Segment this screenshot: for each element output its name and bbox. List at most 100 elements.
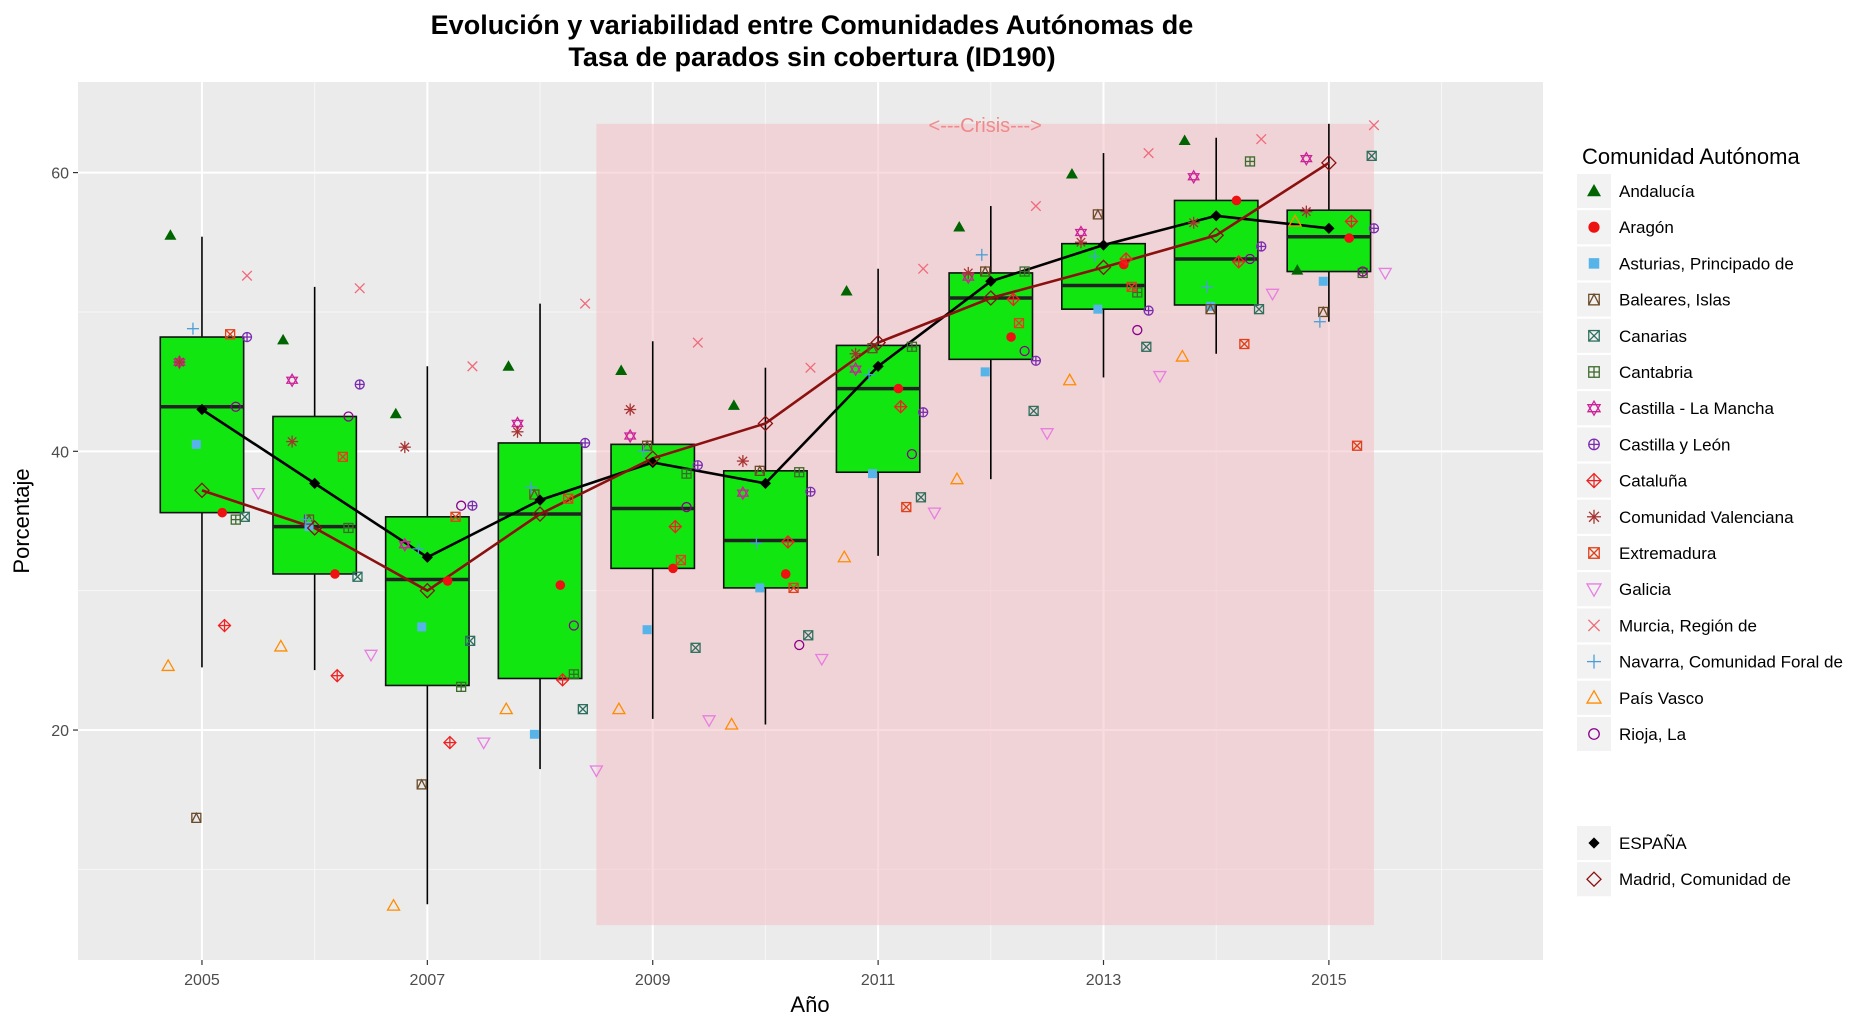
point-navarra-comunidad-foral-de: [1201, 280, 1214, 293]
point-espana: [647, 456, 659, 469]
point-galicia: [363, 649, 379, 663]
point-aragon: [1006, 332, 1016, 342]
point-cataluna: [217, 618, 232, 633]
point-madrid-comunidad-de: [1095, 259, 1112, 276]
legend-key-murcia-region-de: [1587, 619, 1601, 632]
legend-key-aragon: [1588, 221, 1600, 233]
legend-key-bg: [1577, 391, 1611, 426]
box-2015: [1286, 209, 1372, 273]
legend-label-aragon: Aragón: [1619, 218, 1674, 237]
point-galicia: [251, 487, 266, 501]
point-rioja-la: [1244, 253, 1256, 265]
point-canarias: [465, 635, 476, 647]
chart-subtitle: Tasa de parados sin cobertura (ID190): [568, 42, 1055, 72]
point-murcia-region-de: [467, 361, 478, 372]
point-castilla-la-mancha: [1299, 151, 1313, 166]
point-madrid-comunidad-de: [1320, 154, 1337, 171]
point-rioja-la: [1357, 266, 1368, 277]
point-rioja-la: [1019, 345, 1030, 357]
point-cantabria: [230, 514, 241, 525]
legend-key-baleares-islas: [1588, 292, 1600, 306]
legend-label-pais-vasco: País Vasco: [1619, 689, 1704, 708]
point-castilla-y-leon: [241, 331, 253, 343]
point-madrid-comunidad-de: [1208, 227, 1225, 244]
box-2012: [948, 272, 1034, 361]
point-baleares-islas: [1205, 303, 1216, 315]
point-murcia-region-de: [1368, 119, 1380, 131]
point-aragon: [1344, 233, 1354, 243]
point-cantabria: [681, 468, 692, 479]
point-extremadura: [224, 329, 236, 340]
point-madrid-comunidad-de: [982, 290, 999, 306]
legend-key-bg: [1577, 717, 1611, 751]
legend-key-cantabria: [1588, 366, 1600, 378]
point-madrid-comunidad-de: [870, 334, 887, 351]
point-comunidad-valenciana: [962, 266, 975, 279]
point-extremadura: [675, 554, 687, 566]
legend-label-murcia-region-de: Murcia, Región de: [1619, 616, 1757, 635]
point-pais-vasco: [1175, 349, 1190, 362]
point-cataluna: [893, 399, 908, 414]
legend-label-navarra-comunidad-foral-de: Navarra, Comunidad Foral de: [1619, 653, 1843, 672]
point-navarra-comunidad-foral-de: [412, 542, 425, 555]
legend-label-canarias: Canarias: [1619, 327, 1687, 346]
point-extremadura: [1126, 281, 1137, 293]
legend-label-rioja-la: Rioja, La: [1619, 725, 1687, 744]
line-points: [194, 154, 1337, 599]
point-espana: [1210, 210, 1222, 222]
point-espana: [421, 551, 433, 563]
point-andalucia: [1065, 167, 1078, 179]
point-asturias-principado-de: [1093, 304, 1103, 314]
point-murcia-region-de: [692, 337, 704, 348]
x-tick-label: 2015: [1311, 972, 1347, 989]
point-comunidad-valenciana: [511, 425, 524, 438]
point-madrid-comunidad-de: [419, 582, 436, 599]
y-axis: 20 40 60: [51, 166, 78, 740]
point-comunidad-valenciana: [286, 435, 299, 448]
legend-key-bg: [1577, 680, 1611, 715]
legend-label-castilla-la-mancha: Castilla - La Mancha: [1619, 399, 1775, 418]
legend-key-espana: [1588, 837, 1600, 849]
point-andalucia: [1178, 134, 1191, 146]
point-galicia: [701, 715, 717, 728]
point-navarra-comunidad-foral-de: [863, 368, 876, 381]
legend-key-rioja-la: [1588, 728, 1600, 740]
point-galicia: [1265, 288, 1280, 302]
point-aragon: [555, 580, 566, 590]
point-andalucia: [953, 220, 966, 232]
point-cantabria: [906, 341, 918, 352]
x-axis: 2005 2007 2009 2011 2013 2015: [184, 960, 1347, 989]
box-2007: [384, 516, 470, 687]
point-galicia: [476, 737, 491, 750]
legend-label-espana: ESPAÑA: [1619, 834, 1687, 853]
point-extremadura: [1239, 338, 1250, 350]
point-asturias-principado-de: [417, 622, 427, 632]
point-pais-vasco: [386, 898, 401, 911]
point-madrid-comunidad-de: [194, 482, 210, 499]
region-points: [161, 119, 1393, 911]
point-canarias: [803, 630, 814, 641]
point-aragon: [893, 383, 904, 394]
point-baleares-islas: [1318, 305, 1329, 318]
y-tick-label: 40: [51, 444, 69, 461]
point-navarra-comunidad-foral-de: [1313, 315, 1326, 328]
x-tick-label: 2013: [1086, 972, 1122, 989]
point-castilla-la-mancha: [623, 428, 637, 444]
y-tick-label: 60: [51, 166, 69, 183]
x-tick-label: 2007: [410, 972, 446, 989]
legend-key-bg: [1577, 862, 1611, 897]
point-murcia-region-de: [1143, 147, 1154, 159]
point-castilla-la-mancha: [285, 372, 299, 388]
legend-key-comunidad-valenciana: [1587, 509, 1601, 524]
point-extremadura: [337, 451, 348, 463]
point-comunidad-valenciana: [849, 347, 862, 360]
point-castilla-y-leon: [579, 437, 591, 449]
point-madrid-comunidad-de: [532, 506, 548, 522]
point-murcia-region-de: [917, 263, 929, 275]
legend-label-castilla-y-leon: Castilla y León: [1619, 435, 1731, 454]
point-canarias: [915, 492, 927, 503]
point-rioja-la: [1132, 324, 1143, 336]
point-extremadura: [788, 582, 799, 594]
legend-label-baleares-islas: Baleares, Islas: [1619, 291, 1731, 310]
point-asturias-principado-de: [1206, 301, 1216, 311]
